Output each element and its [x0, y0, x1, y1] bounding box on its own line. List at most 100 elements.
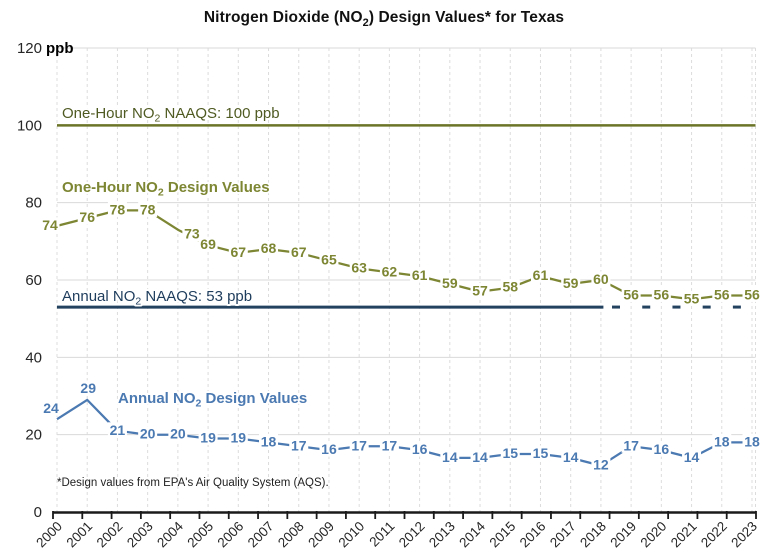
data-label-halo	[561, 275, 581, 291]
data-label-halo	[228, 244, 248, 260]
series-line-one-hour	[56, 209, 752, 301]
year-label: 2016	[517, 519, 549, 551]
data-label-halo	[440, 449, 460, 465]
data-label-halo	[742, 286, 762, 302]
series-label-annual-part: Design Values	[201, 390, 307, 407]
y-axis: 0 20 40 60 80 100 120 ppb	[17, 40, 74, 521]
year-label: 2004	[154, 518, 186, 550]
data-label-halo	[289, 244, 309, 260]
data-label-halo	[41, 400, 61, 416]
data-label: 69	[200, 236, 216, 252]
data-label-halo	[77, 209, 97, 225]
year-label: 2008	[275, 519, 307, 551]
year-label: 2002	[94, 519, 126, 551]
data-label-halo	[107, 422, 127, 438]
y-tick-label: 120	[17, 40, 42, 57]
chart-title-subscript: 2	[362, 17, 369, 30]
data-label: 12	[593, 457, 609, 473]
data-label: 56	[623, 286, 639, 302]
data-label: 15	[502, 445, 518, 461]
data-label: 17	[623, 437, 639, 453]
data-label-halo	[561, 449, 581, 465]
year-label: 2023	[728, 519, 760, 551]
data-label: 62	[382, 263, 398, 279]
series-label-one-hour-part: One-Hour NO	[62, 179, 158, 196]
data-label: 67	[291, 244, 307, 260]
annual-naaqs-label-part: Annual NO	[62, 288, 135, 305]
series-label-one-hour: One-Hour NO2 Design Values	[62, 179, 270, 199]
data-label: 24	[43, 400, 59, 416]
one-hour-naaqs-label-part: One-Hour NO	[62, 105, 155, 122]
data-label: 19	[231, 430, 247, 446]
data-label: 60	[593, 271, 609, 287]
y-tick-label: 20	[25, 427, 42, 444]
year-label: 2019	[607, 519, 639, 551]
data-label-halo	[591, 271, 611, 287]
year-label: 2007	[245, 519, 277, 551]
data-label-halo	[349, 259, 369, 275]
series-label-annual-subscript: 2	[196, 398, 202, 410]
one-hour-naaqs-label-subscript: 2	[155, 113, 161, 125]
data-label: 58	[502, 279, 518, 295]
data-label: 14	[563, 449, 579, 465]
data-label-halo	[107, 201, 127, 217]
data-label: 63	[351, 259, 367, 275]
data-label: 29	[80, 380, 96, 396]
y-tick-label: 100	[17, 117, 42, 134]
data-label-halo	[259, 433, 279, 449]
y-axis-unit-label: ppb	[46, 40, 74, 57]
y-tick-label: 0	[34, 504, 42, 521]
data-label-halo	[500, 445, 520, 461]
year-label: 2013	[426, 519, 458, 551]
data-label-halo	[651, 286, 671, 302]
data-label-halo	[168, 426, 188, 442]
data-label-halo	[530, 267, 550, 283]
data-label: 17	[351, 437, 367, 453]
data-label-halo	[530, 445, 550, 461]
data-label: 59	[563, 275, 579, 291]
data-label: 15	[533, 445, 549, 461]
data-label: 14	[472, 449, 488, 465]
data-label-halo	[138, 201, 158, 217]
data-label: 17	[382, 437, 398, 453]
x-axis: 2000200120022003200420052006200720082009…	[33, 511, 760, 550]
data-label: 20	[140, 426, 156, 442]
data-label-halo	[742, 433, 762, 449]
data-label-halo	[621, 437, 641, 453]
data-label: 56	[744, 286, 760, 302]
data-label: 14	[684, 449, 700, 465]
year-label: 2021	[668, 519, 700, 551]
data-label-halo	[470, 283, 490, 299]
data-label-halo	[289, 437, 309, 453]
annual-naaqs-label-subscript: 2	[135, 296, 141, 308]
data-label: 61	[412, 267, 428, 283]
data-label-halo	[591, 457, 611, 473]
data-label: 78	[140, 201, 156, 217]
annual-naaqs-label: Annual NO2 NAAQS: 53 ppb	[62, 288, 252, 308]
data-label-halo	[319, 252, 339, 268]
data-label-halo	[682, 290, 702, 306]
data-label-halo	[319, 441, 339, 457]
data-label: 21	[110, 422, 126, 438]
year-label: 2014	[456, 518, 488, 550]
data-label: 17	[291, 437, 307, 453]
data-label: 18	[744, 433, 760, 449]
data-label-halo	[40, 217, 60, 233]
data-label-halo	[682, 449, 702, 465]
data-label: 74	[42, 217, 58, 233]
data-label-halo	[198, 236, 218, 252]
data-label: 73	[184, 226, 200, 242]
data-label-halo	[259, 240, 279, 256]
data-label-halo	[410, 267, 430, 283]
data-label: 57	[472, 283, 488, 299]
series-line-annual	[56, 398, 752, 467]
data-label: 18	[261, 433, 277, 449]
data-label: 56	[654, 286, 670, 302]
data-label: 18	[714, 433, 730, 449]
y-tick-label: 80	[25, 195, 42, 212]
year-label: 2020	[638, 519, 670, 551]
year-label: 2010	[335, 519, 367, 551]
